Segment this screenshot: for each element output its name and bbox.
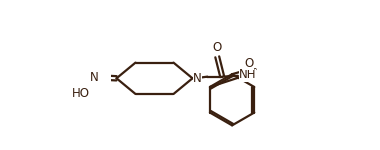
Text: HO: HO	[72, 87, 90, 100]
Text: N: N	[193, 72, 202, 85]
Text: O: O	[244, 57, 254, 70]
Text: NH: NH	[239, 69, 256, 81]
Text: O: O	[213, 40, 222, 54]
Text: N: N	[90, 71, 99, 84]
